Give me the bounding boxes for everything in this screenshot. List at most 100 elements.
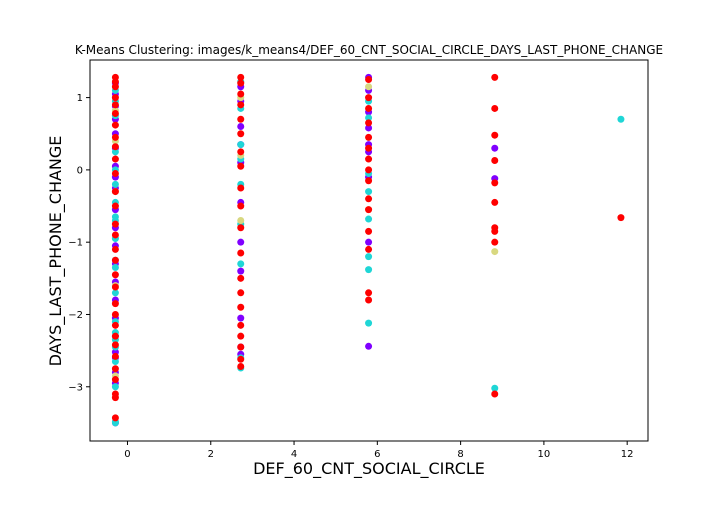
- data-point: [365, 177, 373, 185]
- y-tick-label: 0: [77, 165, 83, 176]
- data-point: [365, 296, 373, 304]
- data-point: [111, 332, 119, 340]
- data-point: [491, 390, 499, 398]
- data-point: [111, 94, 119, 102]
- data-point: [111, 357, 119, 365]
- data-point: [237, 332, 245, 340]
- data-point: [111, 383, 119, 391]
- data-point: [111, 245, 119, 253]
- x-tick-label: 2: [208, 449, 214, 460]
- data-point: [237, 249, 245, 257]
- data-point: [365, 227, 373, 235]
- data-point: [365, 195, 373, 203]
- data-point: [111, 289, 119, 297]
- data-point: [111, 109, 119, 117]
- data-point: [237, 123, 245, 131]
- data-point: [491, 198, 499, 206]
- data-point: [491, 248, 499, 256]
- data-point: [365, 289, 373, 297]
- data-point: [365, 266, 373, 274]
- data-point: [111, 202, 119, 210]
- data-point: [237, 314, 245, 322]
- y-axis-ticks: −3 −2 −1 0 1: [68, 93, 90, 393]
- x-tick-label: 10: [538, 449, 551, 460]
- data-point: [491, 179, 499, 187]
- data-point: [111, 376, 119, 384]
- data-point: [365, 238, 373, 246]
- x-axis-ticks: 0 2 4 6 8 10 12: [124, 441, 634, 460]
- data-point: [237, 101, 245, 109]
- data-point: [365, 245, 373, 253]
- data-point: [111, 283, 119, 291]
- data-point: [237, 260, 245, 268]
- data-point: [237, 115, 245, 123]
- y-tick-label: −2: [68, 310, 83, 321]
- data-point: [365, 155, 373, 163]
- data-point: [365, 144, 373, 152]
- data-point: [111, 180, 119, 188]
- data-point: [111, 341, 119, 349]
- data-point: [237, 267, 245, 275]
- data-point: [365, 206, 373, 214]
- x-tick-label: 12: [621, 449, 634, 460]
- data-point: [365, 83, 373, 91]
- data-point: [237, 90, 245, 98]
- data-point: [111, 321, 119, 329]
- data-point: [237, 130, 245, 138]
- data-point: [111, 143, 119, 151]
- data-point: [237, 141, 245, 149]
- y-tick-label: −3: [68, 382, 83, 393]
- data-point: [237, 289, 245, 297]
- data-point: [111, 78, 119, 86]
- data-point: [491, 144, 499, 152]
- plot-frame: [89, 59, 649, 442]
- data-point: [237, 274, 245, 282]
- data-point: [111, 170, 119, 178]
- data-point: [491, 227, 499, 235]
- data-point: [111, 394, 119, 402]
- data-point: [237, 343, 245, 351]
- data-point: [365, 253, 373, 261]
- data-point: [491, 156, 499, 164]
- data-point: [237, 355, 245, 363]
- data-point: [365, 124, 373, 132]
- data-point: [237, 184, 245, 192]
- data-point: [237, 216, 245, 224]
- data-point: [111, 300, 119, 308]
- y-tick-label: 1: [77, 93, 83, 104]
- data-point: [491, 73, 499, 81]
- y-axis-title: DAYS_LAST_PHONE_CHANGE: [46, 136, 66, 367]
- data-point: [111, 231, 119, 239]
- data-point: [365, 342, 373, 350]
- data-point: [365, 133, 373, 141]
- data-point: [365, 119, 373, 127]
- data-point: [237, 162, 245, 170]
- data-point: [491, 131, 499, 139]
- data-point: [365, 166, 373, 174]
- x-tick-label: 0: [124, 449, 130, 460]
- data-point: [365, 319, 373, 327]
- data-point: [365, 215, 373, 223]
- data-point: [111, 271, 119, 279]
- x-tick-label: 4: [291, 449, 297, 460]
- data-point: [111, 121, 119, 129]
- data-point: [237, 224, 245, 232]
- data-point: [111, 220, 119, 228]
- data-point: [365, 104, 373, 112]
- chart-title: K-Means Clustering: images/k_means4/DEF_…: [75, 43, 663, 57]
- x-axis-title: DEF_60_CNT_SOCIAL_CIRCLE: [253, 459, 485, 479]
- data-point: [111, 188, 119, 196]
- data-point: [491, 104, 499, 112]
- data-point: [111, 148, 119, 156]
- data-point: [111, 133, 119, 141]
- data-point: [237, 148, 245, 156]
- data-point: [111, 310, 119, 318]
- data-point: [111, 263, 119, 271]
- data-point: [491, 384, 499, 392]
- data-point: [237, 321, 245, 329]
- y-tick-label: −1: [68, 238, 83, 249]
- data-point: [491, 238, 499, 246]
- points-layer: [111, 73, 625, 427]
- data-point: [111, 414, 119, 422]
